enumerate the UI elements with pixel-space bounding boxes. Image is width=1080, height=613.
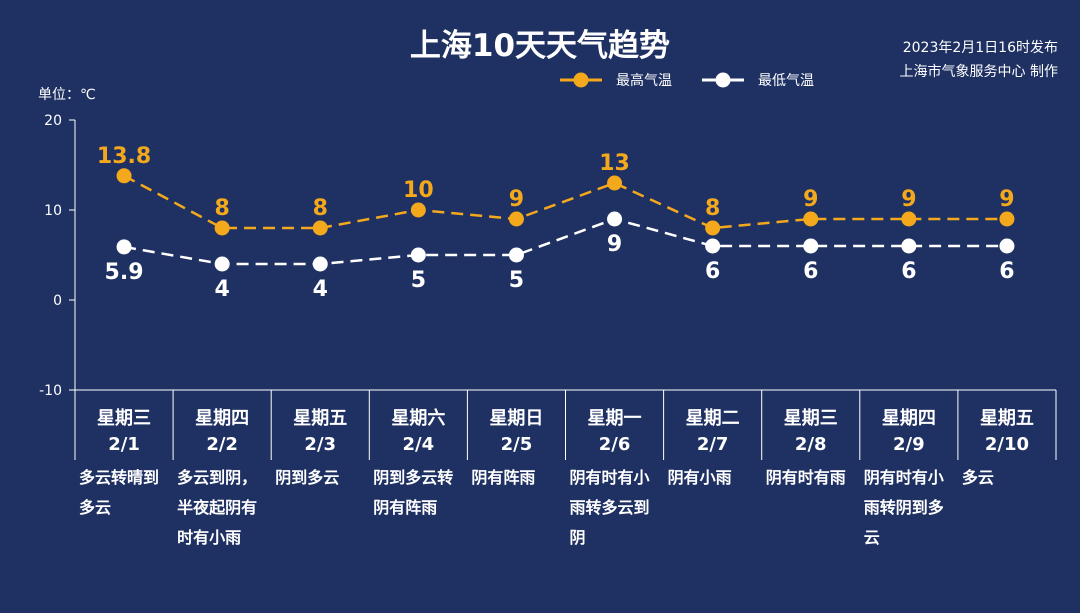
weather-description: 阴到多云转阴有阵雨 (373, 468, 454, 517)
weather-description: 阴到多云 (275, 468, 340, 487)
legend-high-marker-icon (560, 72, 602, 88)
weekday-label: 星期二 (685, 408, 740, 429)
low-temp-data-label: 6 (803, 259, 818, 284)
weekday-label: 星期四 (881, 408, 936, 429)
high-temp-data-label: 8 (705, 196, 720, 221)
y-tick-label: 10 (44, 203, 62, 219)
high-temp-point (705, 220, 721, 236)
low-temp-point (410, 247, 426, 263)
low-temp-data-label: 4 (313, 277, 328, 302)
weekday-label: 星期六 (391, 408, 446, 429)
low-temp-point (607, 211, 623, 227)
low-temp-data-label: 4 (214, 277, 229, 302)
low-temp-point (116, 239, 132, 255)
weekday-label: 星期五 (293, 408, 348, 429)
high-temp-data-label: 8 (313, 196, 328, 221)
y-tick-label: 0 (53, 293, 62, 309)
high-temp-data-label: 9 (999, 187, 1014, 212)
low-temp-data-label: 5 (411, 268, 426, 293)
weather-description: 多云 (961, 468, 994, 487)
high-temp-point (214, 220, 230, 236)
date-label: 2/1 (108, 434, 140, 455)
low-temp-point (508, 247, 524, 263)
low-temp-data-label: 6 (901, 259, 916, 284)
low-temp-data-label: 6 (705, 259, 720, 284)
weekday-label: 星期一 (587, 408, 642, 429)
date-label: 2/4 (402, 434, 435, 455)
high-temp-data-label: 9 (901, 187, 916, 212)
low-temp-point (901, 238, 917, 254)
issued-time: 2023年2月1日16时发布 (902, 40, 1058, 56)
legend-high-label: 最高气温 (616, 73, 672, 89)
high-temp-data-label: 10 (403, 178, 434, 203)
date-label: 2/6 (598, 434, 631, 455)
weather-description: 阴有时有雨 (765, 468, 846, 487)
low-temp-point (214, 256, 230, 272)
high-temp-data-label: 13.8 (97, 144, 151, 169)
high-temp-point (901, 211, 917, 227)
weather-description: 多云转晴到多云 (79, 468, 160, 517)
high-temp-data-label: 8 (214, 196, 229, 221)
low-temp-point (803, 238, 819, 254)
low-temp-data-label: 9 (607, 232, 622, 257)
unit-label: 单位：℃ (38, 87, 96, 103)
high-temp-point (508, 211, 524, 227)
high-temp-point (116, 168, 132, 184)
date-label: 2/8 (794, 434, 827, 455)
low-temp-data-label: 5 (509, 268, 524, 293)
weekday-label: 星期五 (979, 408, 1034, 429)
weekday-label: 星期三 (783, 408, 838, 429)
low-temp-point (999, 238, 1015, 254)
high-temp-point (803, 211, 819, 227)
low-temp-line (123, 217, 1007, 266)
low-temp-data-label: 5.9 (105, 260, 144, 285)
weather-description: 阴有阵雨 (471, 468, 536, 487)
weather-description: 多云到阴，半夜起阴有时有小雨 (177, 468, 258, 547)
high-temp-point (999, 211, 1015, 227)
weather-description: 阴有时有小雨转阴到多云 (863, 468, 944, 547)
legend-item-high: 最高气温 (560, 70, 672, 90)
y-tick-label: -10 (39, 383, 62, 399)
weekday-label: 星期日 (489, 408, 544, 429)
weekday-label: 星期三 (97, 408, 152, 429)
date-label: 2/9 (893, 434, 925, 455)
high-temp-data-label: 9 (509, 187, 524, 212)
legend-low-marker-icon (702, 72, 744, 88)
date-label: 2/2 (206, 434, 238, 455)
legend-low-label: 最低气温 (758, 73, 814, 89)
issuer: 上海市气象服务中心 制作 (899, 64, 1058, 80)
weather-description: 阴有时有小雨转多云到阴 (569, 468, 650, 547)
date-label: 2/3 (304, 434, 337, 455)
date-label: 2/7 (696, 434, 729, 455)
high-temp-point (410, 202, 426, 218)
high-temp-point (607, 175, 623, 191)
low-temp-data-label: 6 (999, 259, 1014, 284)
high-temp-data-label: 13 (599, 151, 630, 176)
chart-title: 上海10天天气趋势 (409, 28, 671, 64)
high-temp-line (123, 174, 1007, 230)
weekday-label: 星期四 (195, 408, 250, 429)
low-temp-point (312, 256, 328, 272)
low-temp-point (705, 238, 721, 254)
issue-info: 2023年2月1日16时发布 上海市气象服务中心 制作 (900, 36, 1058, 84)
legend-item-low: 最低气温 (702, 70, 814, 90)
legend: 最高气温 最低气温 (560, 70, 844, 90)
date-label: 2/5 (500, 434, 533, 455)
weather-description: 阴有小雨 (667, 468, 732, 487)
y-tick-label: 20 (44, 113, 62, 129)
date-label: 2/10 (984, 434, 1030, 455)
high-temp-point (312, 220, 328, 236)
high-temp-data-label: 9 (803, 187, 818, 212)
